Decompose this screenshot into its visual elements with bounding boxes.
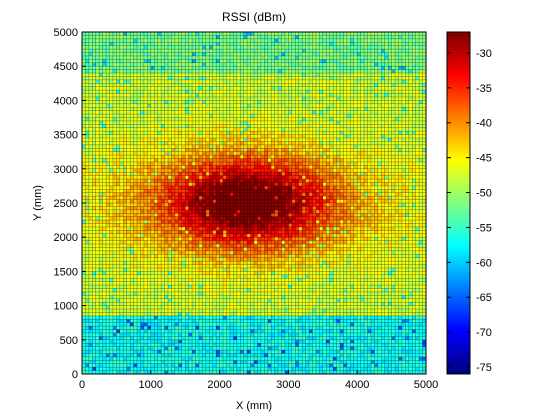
colorbar-tick-label: -45 — [476, 153, 492, 165]
x-axis-ticks: 0 1000 2000 3000 4000 5000 — [79, 370, 438, 391]
y-axis-label: Y (mm) — [32, 185, 44, 221]
colorbar-tick-label: -30 — [476, 48, 492, 60]
colorbar-tick-label: -55 — [476, 222, 492, 234]
heatmap-plot — [81, 31, 427, 375]
x-tick-label: 5000 — [414, 379, 438, 391]
cell-grid-path — [82, 32, 426, 374]
colorbar-tick-label: -65 — [476, 292, 492, 304]
y-tick-label: 5000 — [54, 27, 78, 39]
y-tick-label: 1500 — [54, 266, 78, 278]
y-tick-label: 4000 — [54, 95, 78, 107]
y-tick-label: 2500 — [54, 198, 78, 210]
colorbar-tick-label: -35 — [476, 83, 492, 95]
y-tick-label: 2000 — [54, 232, 78, 244]
colorbar-tick-label: -40 — [476, 118, 492, 130]
colorbar-tick-label: -70 — [476, 327, 492, 339]
x-tick-label: 0 — [79, 379, 85, 391]
y-tick-label: 500 — [60, 335, 78, 347]
x-tick-label: 4000 — [345, 379, 369, 391]
colorbar-tick-label: -75 — [476, 362, 492, 374]
y-tick-label: 0 — [72, 369, 78, 381]
y-tick-label: 4500 — [54, 61, 78, 73]
y-tick-label: 3500 — [54, 130, 78, 142]
colorbar-frame — [446, 31, 471, 375]
cell-grid-lines — [82, 32, 426, 374]
y-axis-ticks: 0 500 1000 1500 2000 2500 3000 3500 4000 4500 5000 — [54, 27, 86, 381]
colorbar-ticks: -30 -35 -40 -45 -50 -55 -60 -65 -70 -75 — [447, 48, 492, 374]
x-tick-label: 2000 — [207, 379, 231, 391]
chart-title: RSSI (dBm) — [222, 10, 286, 24]
y-tick-label: 3000 — [54, 164, 78, 176]
colorbar-gradient — [447, 32, 470, 374]
x-axis-label: X (mm) — [236, 400, 272, 412]
colorbar-tick-label: -50 — [476, 188, 492, 200]
x-tick-label: 1000 — [139, 379, 163, 391]
colorbar-tick-label: -60 — [476, 257, 492, 269]
colorbar: -30 -35 -40 -45 -50 -55 -60 -65 -70 -75 — [446, 31, 492, 375]
x-tick-label: 3000 — [276, 379, 300, 391]
y-tick-label: 1000 — [54, 301, 78, 313]
